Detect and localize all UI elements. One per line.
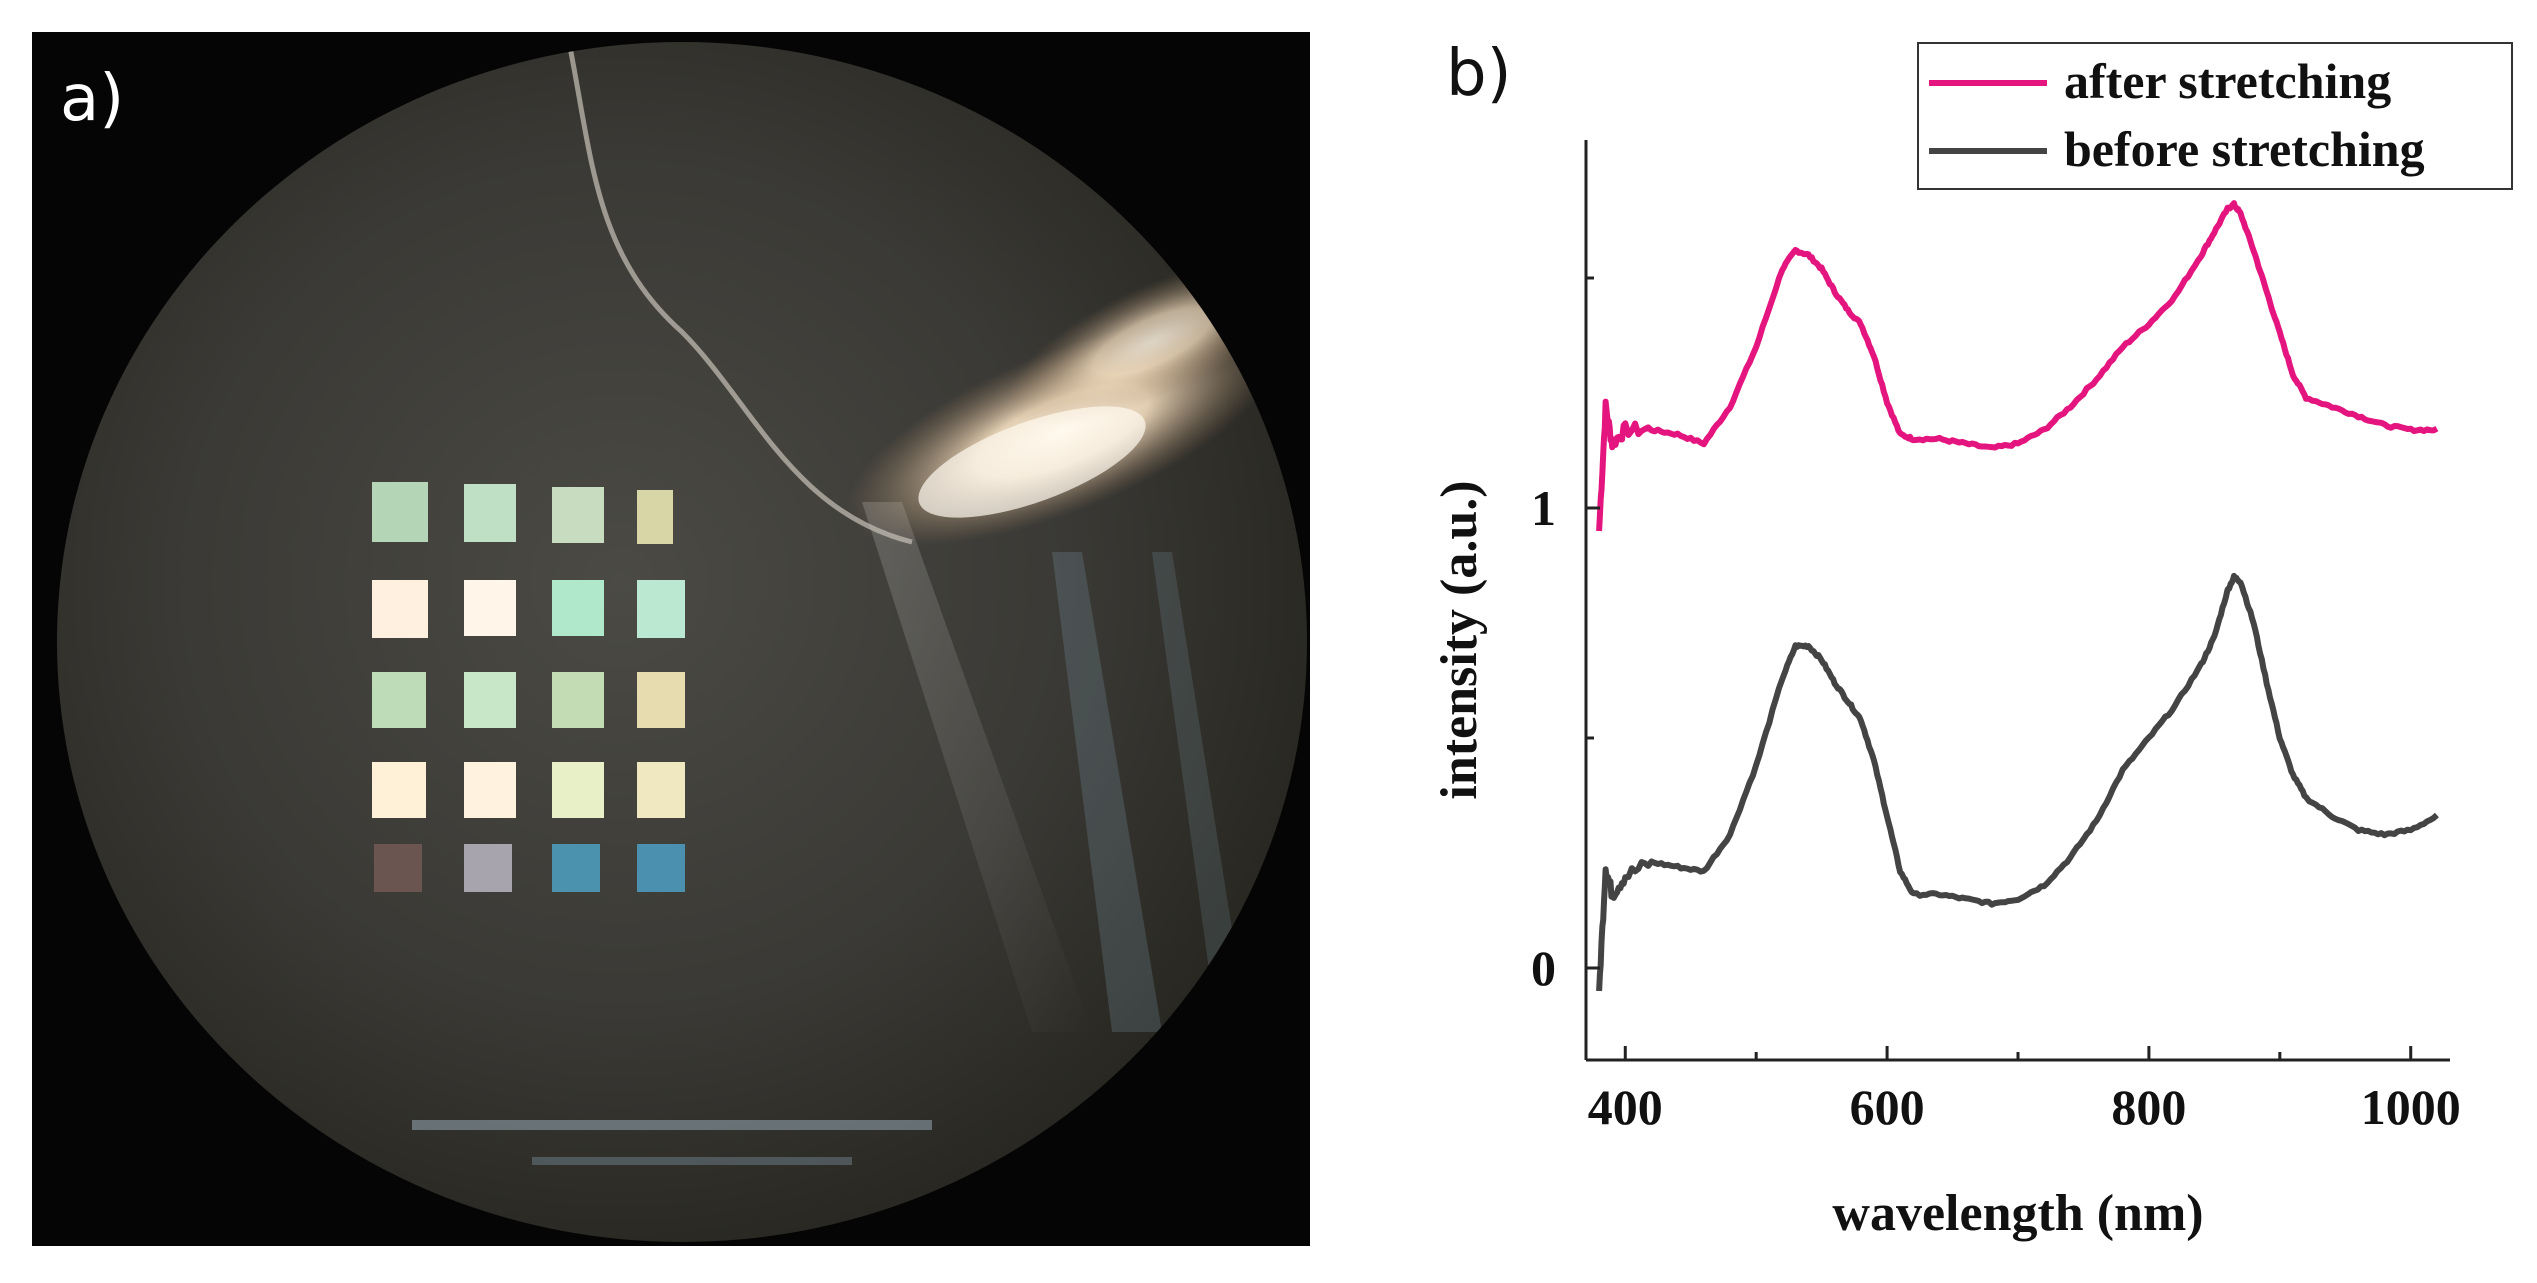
- field-of-view: [57, 42, 1307, 1242]
- microscope-photo: [57, 42, 1307, 1242]
- x-axis-label: wavelength (nm): [1832, 1185, 2203, 1242]
- x-tick-label: 1000: [2361, 1079, 2461, 1135]
- chart-axes: [1584, 140, 2450, 1062]
- panel-b-chart: 400 600 800 1000 0 1 wavelength (nm) intensit…: [1390, 0, 2537, 1283]
- legend-item-after: after stretching: [1919, 52, 2511, 110]
- x-tick-label: 800: [2111, 1079, 2186, 1135]
- legend-swatch-after: [1929, 80, 2047, 86]
- legend-label-before: before stretching: [2064, 121, 2425, 177]
- metasurface-array: [372, 482, 685, 892]
- panel-a-photo: a): [32, 32, 1310, 1246]
- series-after-stretching-line: [1596, 200, 2439, 532]
- chart-series: [1596, 200, 2439, 992]
- series-before-stretching-line: [1596, 572, 2439, 992]
- x-tick-label: 600: [1850, 1079, 1925, 1135]
- legend-label-after: after stretching: [2064, 53, 2392, 109]
- y-tick-label: 0: [1531, 940, 1556, 996]
- chart-legend: after stretching before stretching: [1917, 42, 2513, 190]
- legend-swatch-before: [1929, 148, 2047, 154]
- spectra-chart: 400 600 800 1000 0 1 wavelength (nm) intensit…: [1431, 140, 2461, 1242]
- y-axis-label: intensity (a.u.): [1431, 480, 1488, 799]
- legend-item-before: before stretching: [1919, 120, 2511, 178]
- panel-b-label: b): [1446, 37, 1512, 111]
- y-tick-label: 1: [1531, 480, 1556, 536]
- panel-a-label: a): [60, 62, 125, 136]
- x-tick-label: 400: [1588, 1079, 1663, 1135]
- chart-ticks: 400 600 800 1000 0 1: [1531, 276, 2461, 1135]
